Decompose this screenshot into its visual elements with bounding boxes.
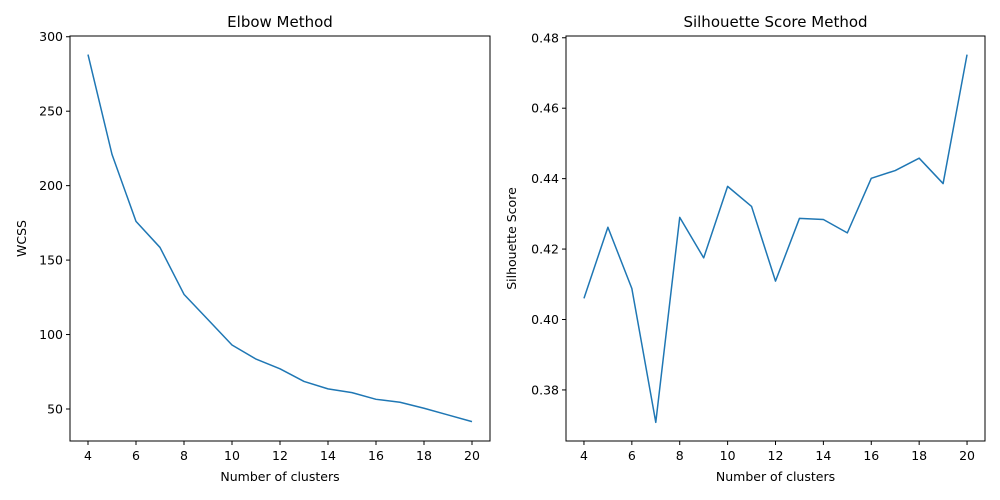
silhouette-y-tick-label: 0.38 (531, 382, 559, 397)
elbow-y-tick-label: 200 (39, 178, 63, 193)
elbow-series-line (87, 54, 473, 423)
elbow-x-axis-label: Number of clusters (220, 469, 339, 484)
silhouette-y-tick-label: 0.48 (531, 30, 559, 45)
silhouette-x-tick-label: 12 (768, 448, 784, 463)
silhouette-y-tick-label: 0.40 (531, 312, 559, 327)
elbow-y-tick-label: 150 (39, 253, 63, 268)
elbow-x-tick-label: 8 (180, 448, 188, 463)
elbow-y-tick-label: 50 (47, 401, 63, 416)
elbow-y-tick-label: 300 (39, 29, 63, 44)
silhouette-plot-frame (565, 35, 986, 442)
elbow-x-tick-label: 12 (272, 448, 288, 463)
silhouette-y-tick-label: 0.46 (531, 101, 559, 116)
silhouette-x-tick-label: 6 (628, 448, 636, 463)
silhouette-y-tick-label: 0.42 (531, 242, 559, 257)
silhouette-x-tick-label: 10 (720, 448, 736, 463)
silhouette-x-tick-label: 16 (863, 448, 879, 463)
silhouette-chart-panel: 4 6 8 10 12 14 16 18 20 0.38 0.40 0.42 0.44 0.46 0.48 S… (504, 13, 986, 484)
silhouette-x-tick-label: 8 (676, 448, 684, 463)
silhouette-chart-title: Silhouette Score Method (683, 13, 867, 31)
elbow-x-tick-label: 16 (368, 448, 384, 463)
silhouette-series-line (583, 54, 968, 424)
silhouette-y-axis-label: Silhouette Score (504, 187, 519, 290)
elbow-chart-title: Elbow Method (227, 13, 333, 31)
elbow-x-tick-label: 18 (416, 448, 432, 463)
elbow-x-tick-label: 6 (132, 448, 140, 463)
silhouette-y-tick-label: 0.44 (531, 171, 559, 186)
elbow-x-tick-label: 10 (224, 448, 240, 463)
silhouette-x-axis-label: Number of clusters (716, 469, 835, 484)
elbow-y-tick-label: 100 (39, 327, 63, 342)
silhouette-x-tick-label: 4 (580, 448, 588, 463)
silhouette-x-tick-label: 20 (959, 448, 975, 463)
elbow-x-tick-label: 20 (464, 448, 480, 463)
silhouette-x-tick-label: 14 (815, 448, 831, 463)
elbow-x-tick-label: 4 (84, 448, 92, 463)
elbow-chart-panel: 4 6 8 10 12 14 16 18 20 50 100 150 200 250 300 Elbow Me… (14, 13, 491, 484)
silhouette-x-tick-label: 18 (911, 448, 927, 463)
elbow-x-tick-label: 14 (320, 448, 336, 463)
elbow-plot-frame (69, 35, 491, 442)
elbow-y-axis-label: WCSS (14, 220, 29, 257)
elbow-y-tick-label: 250 (39, 104, 63, 119)
